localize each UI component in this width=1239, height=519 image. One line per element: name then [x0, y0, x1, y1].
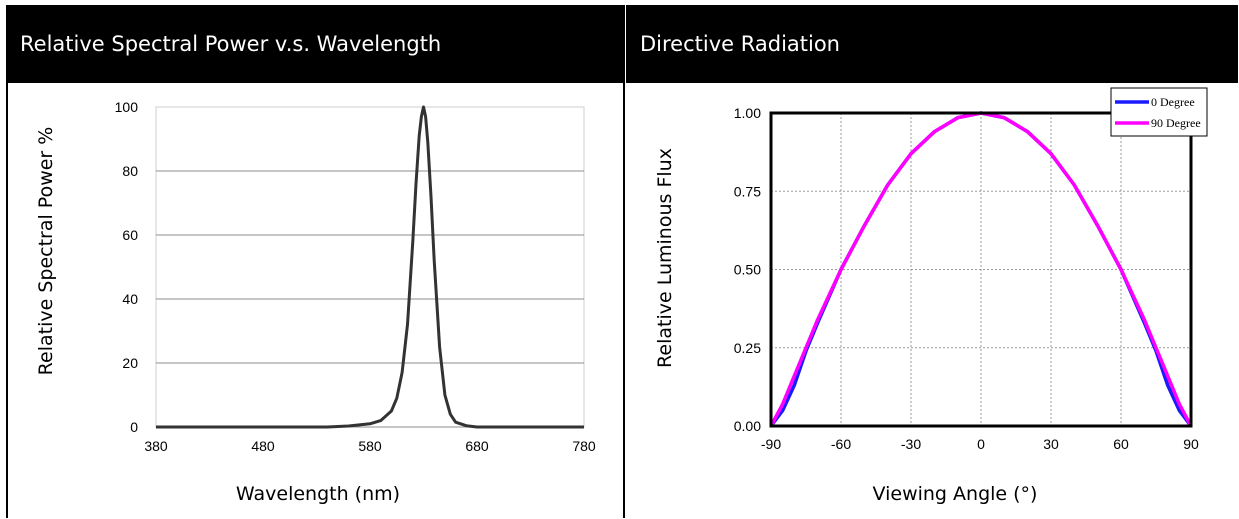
- radiation-chart: -90 -60 -30 0 30 60 90 0.00 0.25 0.50 0.75 1.00 0 De…: [734, 87, 1208, 452]
- spectral-title: Relative Spectral Power v.s. Wavelength: [20, 32, 442, 56]
- spectral-y-tick-label: 60: [122, 227, 138, 243]
- radiation-header: Directive Radiation: [626, 5, 1238, 83]
- radiation-x-tick-label: 30: [1043, 436, 1059, 452]
- spectral-y-tick-label: 100: [115, 99, 139, 115]
- radiation-x-tick-label: -60: [831, 436, 851, 452]
- spectral-x-axis-label: Wavelength (nm): [235, 483, 401, 505]
- spectral-y-tick-label: 20: [122, 355, 138, 371]
- datasheet-frame: Relative Spectral Power v.s. Wavelength …: [6, 5, 1238, 518]
- spectral-plot-frame: [155, 106, 585, 428]
- legend-label-1: 90 Degree: [1151, 116, 1201, 130]
- spectral-y-axis-label: Relative Spectral Power %: [35, 126, 57, 376]
- spectral-y-tick-label: 40: [122, 291, 138, 307]
- spectral-x-tick-label: 580: [358, 438, 382, 454]
- spectral-y-tick-label: 0: [130, 419, 138, 435]
- radiation-x-tick-label: 90: [1183, 436, 1199, 452]
- radiation-y-tick-label: 1.00: [734, 105, 761, 121]
- left-border: [6, 5, 8, 518]
- radiation-x-tick-label: 0: [977, 436, 985, 452]
- radiation-x-tick-label: 60: [1113, 436, 1129, 452]
- spectral-x-tick-label: 480: [251, 438, 275, 454]
- radiation-x-tick-label: -30: [901, 436, 921, 452]
- spectral-y-tick-label: 80: [122, 163, 138, 179]
- radiation-x-axis-label: Viewing Angle (°): [872, 483, 1038, 505]
- radiation-y-tick-label: 0.50: [734, 262, 761, 278]
- radiation-plot-frame: [769, 111, 1193, 428]
- legend-label-0: 0 Degree: [1151, 95, 1195, 109]
- spectral-panel: 0 20 40 60 80 100 380 480 580 680 780 Relative Spe…: [8, 83, 623, 518]
- radiation-panel: -90 -60 -30 0 30 60 90 0.00 0.25 0.50 0.75 1.00 0 De…: [625, 83, 1238, 518]
- radiation-x-tick-label: -90: [761, 436, 781, 452]
- radiation-legend: [1110, 87, 1208, 137]
- spectral-chart: 0 20 40 60 80 100 380 480 580 680 780: [115, 99, 596, 454]
- spectral-x-tick-label: 380: [144, 438, 168, 454]
- spectral-x-tick-label: 680: [465, 438, 489, 454]
- radiation-y-axis-label: Relative Luminous Flux: [654, 148, 676, 368]
- center-divider: [623, 5, 625, 518]
- radiation-y-tick-label: 0.00: [734, 418, 761, 434]
- radiation-title: Directive Radiation: [640, 32, 840, 56]
- radiation-y-tick-label: 0.25: [734, 340, 761, 356]
- radiation-y-tick-label: 0.75: [734, 183, 761, 199]
- spectral-header: Relative Spectral Power v.s. Wavelength: [6, 5, 624, 83]
- spectral-x-tick-label: 780: [572, 438, 596, 454]
- spectral-series-line: [156, 105, 584, 429]
